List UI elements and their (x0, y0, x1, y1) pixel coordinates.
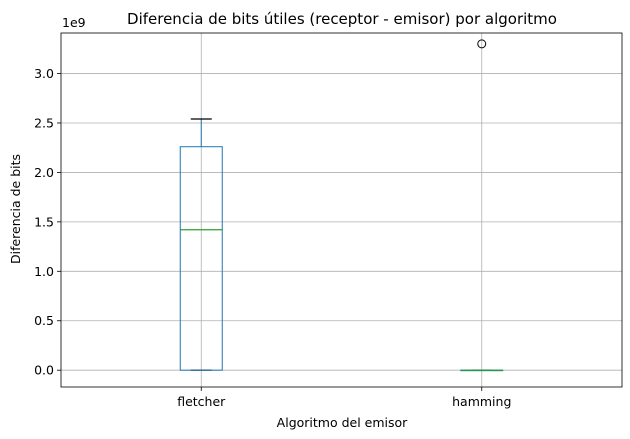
x-tick-label: fletcher (177, 394, 226, 409)
y-tick-label: 1.5 (34, 214, 54, 229)
x-axis-label: Algoritmo del emisor (277, 415, 408, 430)
y-tick-label: 3.0 (34, 66, 54, 81)
y-tick-label: 0.5 (34, 313, 54, 328)
outlier-point (477, 39, 487, 49)
y-offset-label: 1e9 (62, 15, 86, 30)
plot-area: 0.0 0.5 1.0 1.5 2.0 2.5 3.0 fletcher hamming (34, 32, 623, 409)
plot-frame (60, 32, 623, 388)
box-fletcher (179, 146, 223, 371)
y-tick-label: 2.5 (34, 115, 54, 130)
y-axis-label: Diferencia de bits (8, 154, 23, 264)
y-tick-label: 0.0 (34, 363, 54, 378)
chart-title: Diferencia de bits útiles (receptor - em… (127, 10, 557, 28)
y-tick-label: 2.0 (34, 165, 54, 180)
y-tick-label: 1.0 (34, 264, 54, 279)
x-tick-label: hamming (452, 394, 511, 409)
